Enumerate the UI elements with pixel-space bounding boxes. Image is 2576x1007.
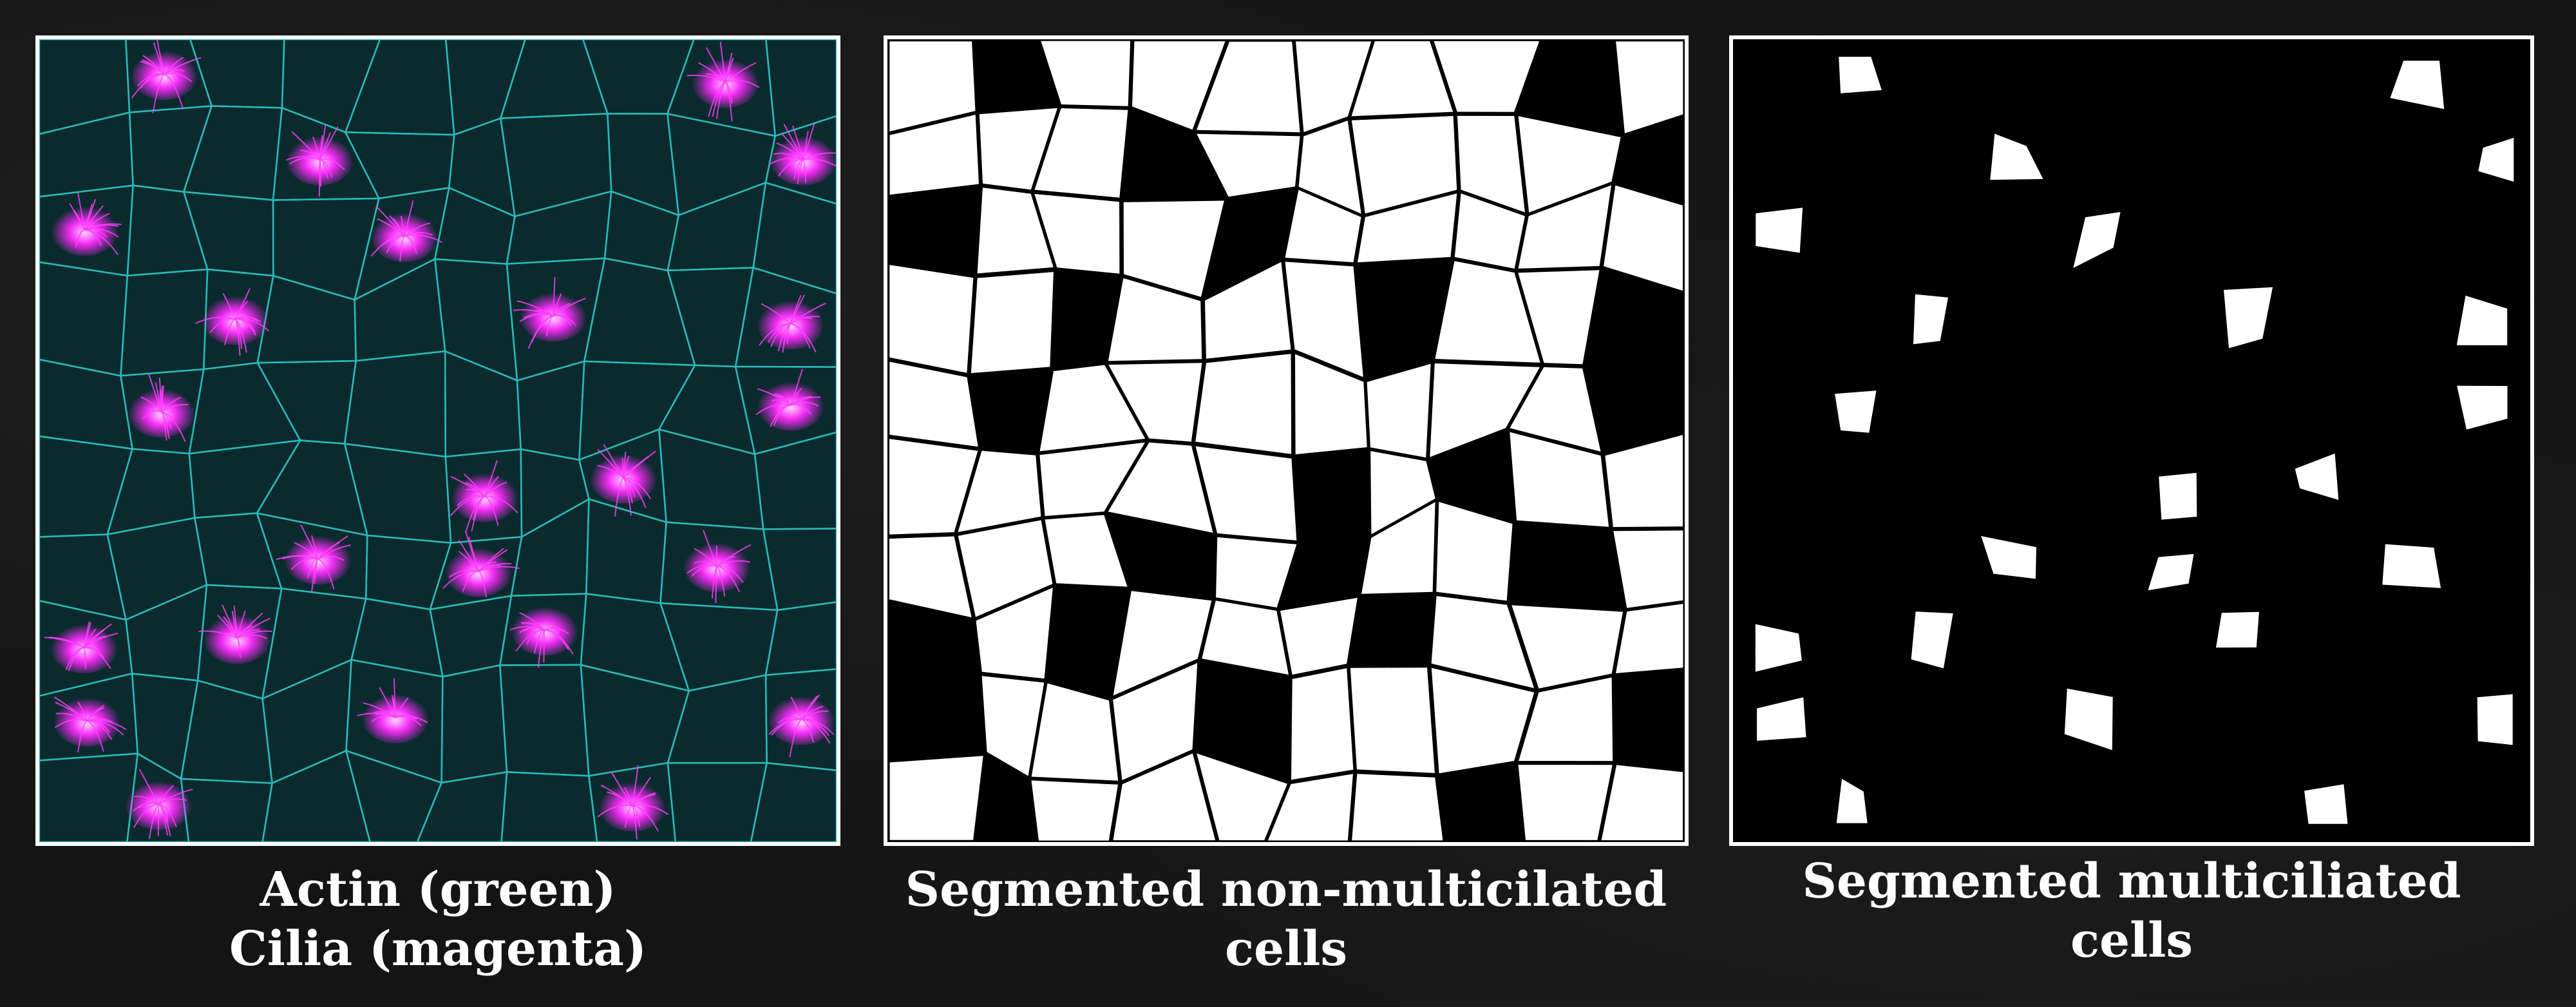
multiciliated-cells	[1755, 57, 2514, 824]
segmentation-mask-image	[887, 39, 1685, 842]
non-multiciliated-segmentation	[884, 35, 1689, 846]
actin-caption-line-1: Actin (green)	[260, 862, 616, 917]
micrograph-background	[39, 39, 837, 842]
non-multiciliated-cells	[889, 41, 1683, 841]
cilia-tufts	[44, 39, 837, 840]
actin-cilia-micrograph	[35, 35, 840, 846]
mask-background	[1733, 39, 2530, 842]
multiciliated-caption-line-1: Segmented multiciliated	[1802, 854, 2461, 909]
non-multiciliated-caption: Segmented non-multicilated cells	[884, 860, 1689, 979]
multiciliated-caption-line-2: cells	[2070, 913, 2193, 968]
actin-caption: Actin (green) Cilia (magenta)	[35, 860, 840, 979]
micrograph-image	[39, 39, 837, 842]
actin-membranes	[39, 39, 837, 842]
non-multiciliated-caption-line-2: cells	[1224, 921, 1348, 977]
multiciliated-mask-image	[1733, 39, 2530, 842]
actin-caption-line-2: Cilia (magenta)	[229, 921, 647, 977]
non-multiciliated-caption-line-1: Segmented non-multicilated	[905, 862, 1667, 917]
multiciliated-caption: Segmented multiciliated cells	[1729, 852, 2534, 970]
multiciliated-segmentation	[1729, 35, 2534, 846]
